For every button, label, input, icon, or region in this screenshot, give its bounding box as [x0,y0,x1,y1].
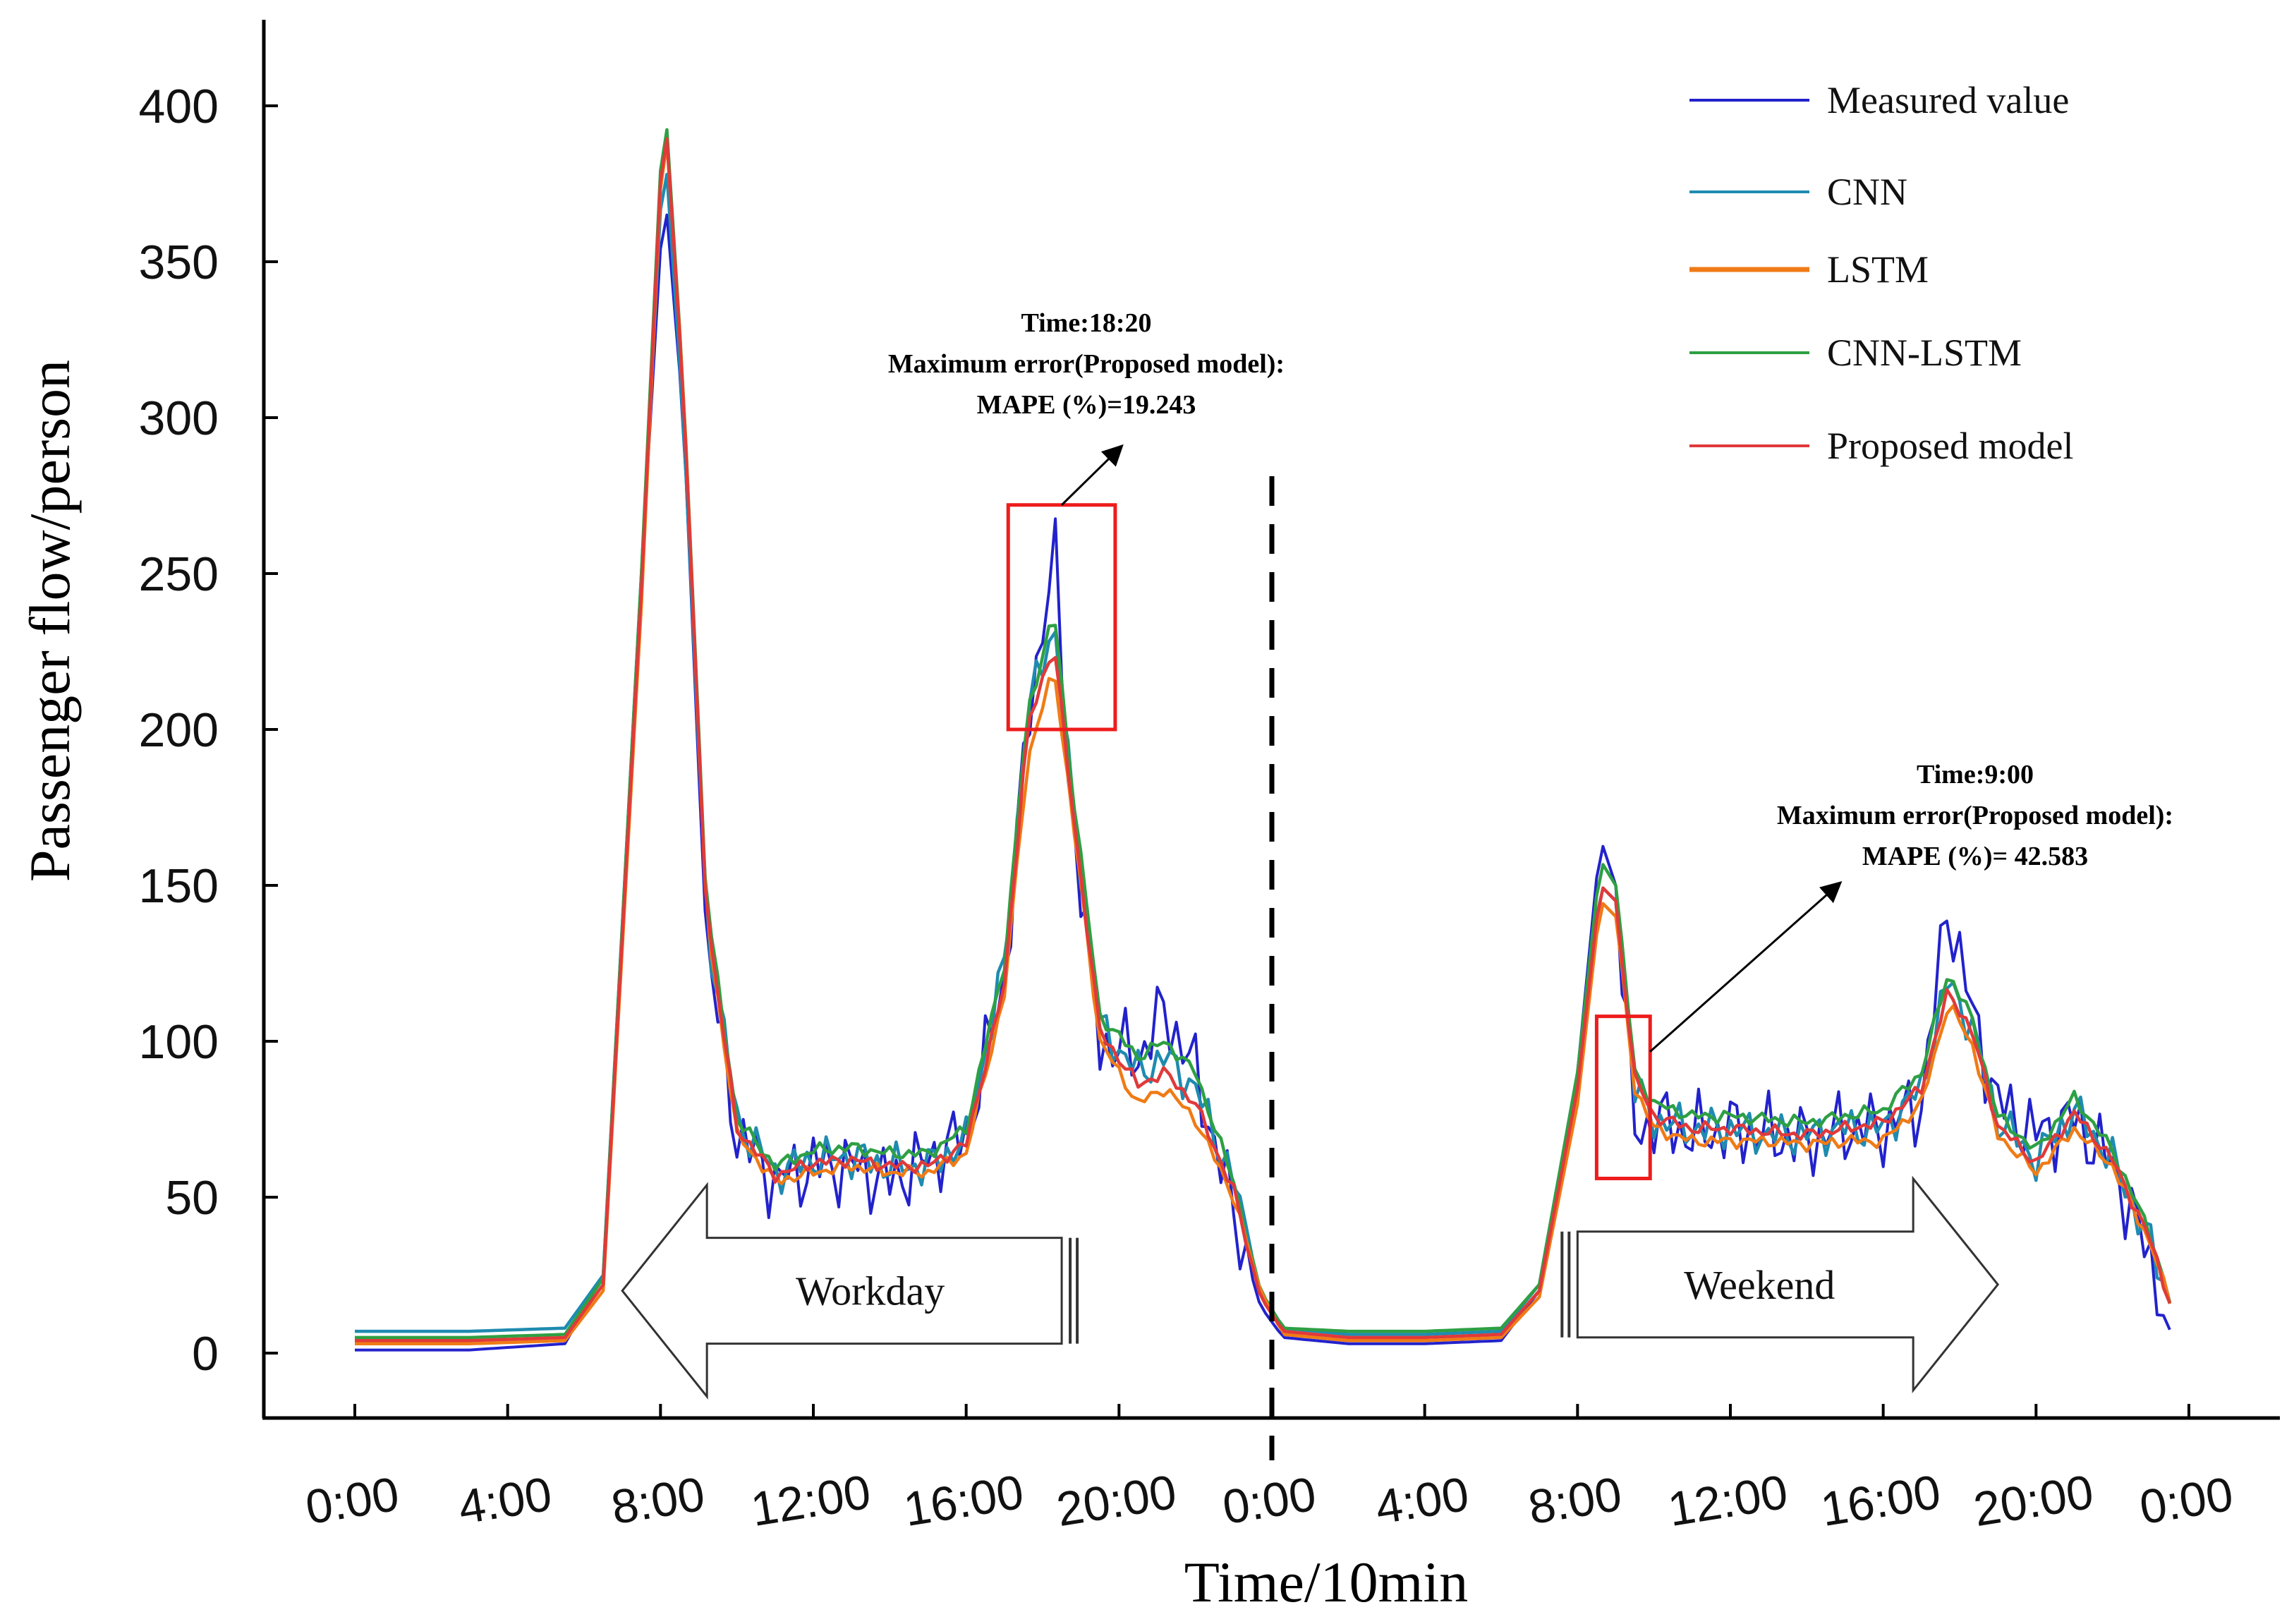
legend-item: Proposed model [1689,425,2073,467]
legend-label: Measured value [1827,79,2069,121]
legend-item: CNN-LSTM [1689,332,2022,374]
y-tick-label: 200 [139,703,219,757]
annotation-text-line: Time:9:00 [1917,760,2034,789]
region-arrow-shape [1576,1175,2000,1394]
region-arrow-shape [621,1182,1063,1400]
y-axis-ticks: 0 50 100 150 200 250 300 350 400 [139,80,278,1381]
x-axis-title: Time/10min [1184,1550,1469,1614]
y-tick-label: 0 [192,1327,219,1381]
annotation-workday-peak: Time:18:20 Maximum error(Proposed model):… [888,308,1285,732]
x-axis-ticks: 0:00 4:00 8:00 12:00 16:00 20:00 0:00 4:00 8:00 1… [302,1404,2237,1537]
legend: Measured value CNN LSTM CNN-LSTM Proposed mo… [1689,79,2073,467]
annotation-arrow [1061,444,1124,506]
y-tick-label: 100 [139,1015,219,1069]
annotation-text-line: Maximum error(Proposed model): [888,349,1285,379]
region-arrows: Workday Weekend [621,1175,2000,1400]
legend-label: CNN-LSTM [1827,332,2022,374]
highlight-box [1594,1014,1652,1180]
legend-item: Measured value [1689,79,2069,121]
annotation-weekend-peak: Time:9:00 Maximum error(Proposed model): M… [1594,760,2173,1180]
region-arrow-workday: Workday [621,1182,1079,1400]
annotation-text-line: Time:18:20 [1021,308,1151,338]
series-line-measured-value [355,213,2171,1352]
y-tick-label: 150 [139,859,219,913]
series-line-proposed-model [355,137,2171,1343]
region-arrow-weekend: Weekend [1560,1175,2000,1394]
annotation-text-line: MAPE (%)= 42.583 [1862,842,2088,871]
y-tick-label: 50 [165,1171,219,1225]
annotation-arrow [1649,881,1843,1053]
series-layer [355,128,2172,1352]
legend-label: LSTM [1827,248,1929,291]
y-tick-label: 250 [139,547,219,601]
region-label-workday: Workday [796,1268,945,1314]
y-tick-label: 350 [139,236,219,289]
y-tick-label: 400 [139,80,219,133]
legend-item: LSTM [1689,248,1929,291]
annotation-text-line: MAPE (%)=19.243 [977,390,1196,420]
y-axis-title: Passenger flow/person [18,360,82,882]
legend-label: Proposed model [1827,425,2073,467]
annotation-text-line: Maximum error(Proposed model): [1777,801,2173,830]
legend-item: CNN [1689,171,1907,213]
y-tick-label: 300 [139,392,219,445]
annotation-layer: Time:18:20 Maximum error(Proposed model):… [888,308,2173,1180]
legend-label: CNN [1827,171,1907,213]
region-label-weekend: Weekend [1684,1262,1835,1308]
